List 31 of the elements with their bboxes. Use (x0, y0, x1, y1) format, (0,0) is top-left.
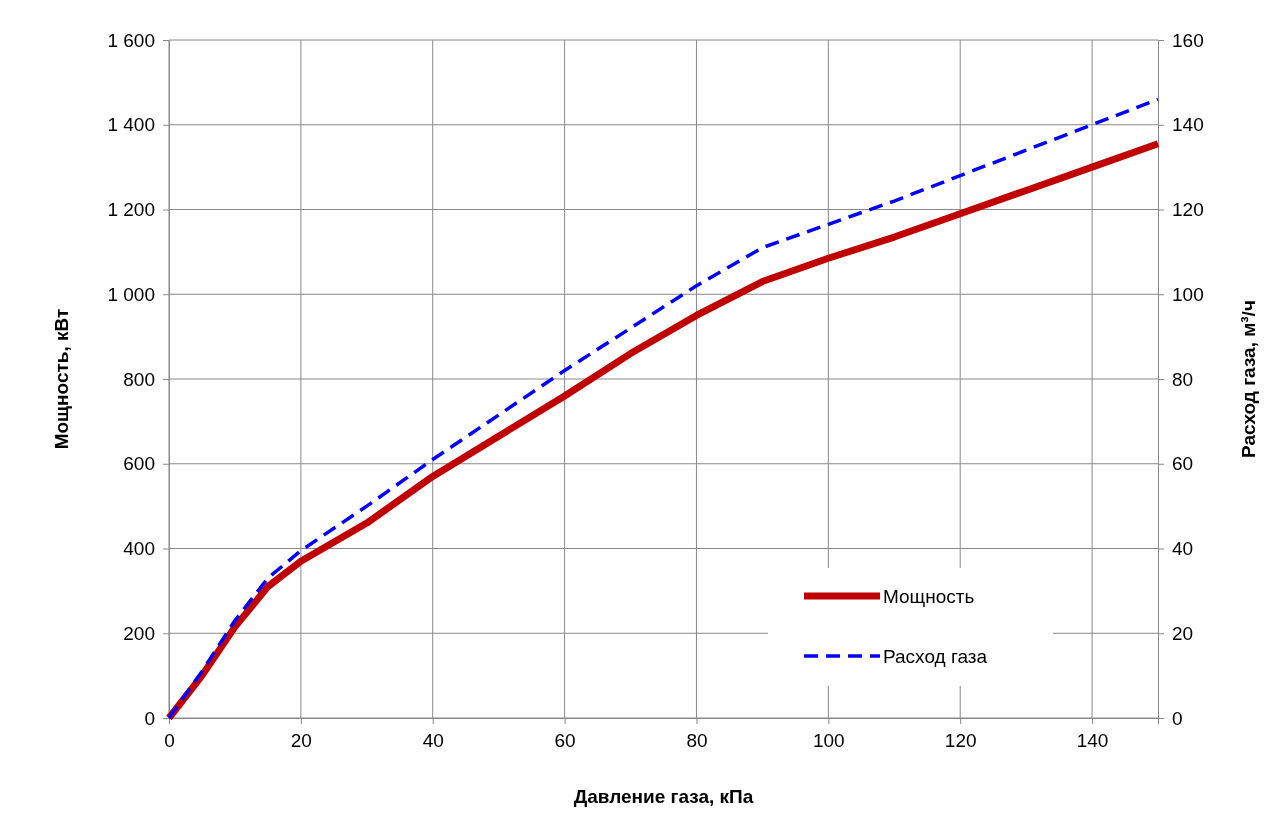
y-tick-label: 1 000 (107, 283, 155, 305)
x-tick-label: 100 (812, 730, 845, 752)
x-tick-label: 140 (1076, 730, 1109, 752)
y2-tick-label: 0 (1172, 707, 1183, 729)
y-tick-label: 800 (123, 368, 155, 390)
y-tick-label: 400 (123, 538, 155, 560)
y-axis-title: Мощность, кВт (51, 308, 72, 450)
y2-axis-title: Расход газа, м³/ч (1238, 300, 1259, 458)
y-tick-label: 200 (123, 622, 155, 644)
y2-tick-label: 160 (1172, 29, 1204, 51)
y2-tick-label: 60 (1172, 453, 1194, 475)
y2-tick-label: 40 (1172, 538, 1194, 560)
y-tick-label: 1 200 (107, 199, 155, 221)
y2-tick-label: 120 (1172, 199, 1204, 221)
y-tick-label: 1 400 (107, 114, 155, 136)
x-tick-label: 20 (290, 730, 312, 752)
x-tick-label: 80 (686, 730, 708, 752)
x-axis-title: Давление газа, кПа (573, 786, 754, 807)
x-tick-label: 60 (554, 730, 576, 752)
legend-label: Расход газа (883, 646, 988, 667)
y-tick-label: 600 (123, 453, 155, 475)
y2-tick-label: 20 (1172, 622, 1194, 644)
y2-tick-label: 140 (1172, 114, 1204, 136)
y2-tick-label: 80 (1172, 368, 1194, 390)
x-tick-label: 120 (944, 730, 977, 752)
y-tick-label: 0 (144, 707, 155, 729)
x-tick-label: 0 (164, 730, 175, 752)
x-tick-label: 40 (422, 730, 444, 752)
y2-tick-label: 100 (1172, 283, 1204, 305)
legend-label: Мощность (883, 586, 975, 607)
y-tick-label: 1 600 (107, 29, 155, 51)
